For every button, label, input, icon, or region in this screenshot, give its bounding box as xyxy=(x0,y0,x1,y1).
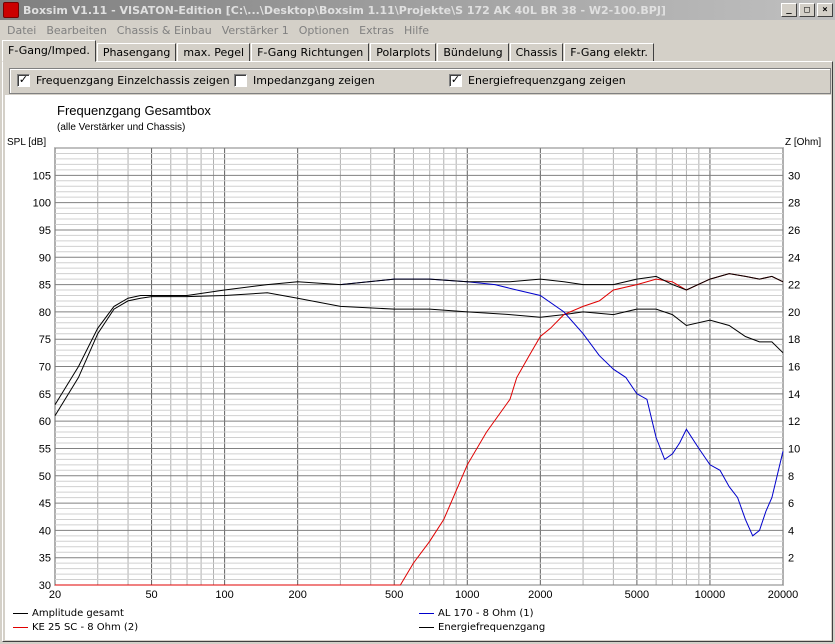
x-tick-label: 100 xyxy=(215,589,233,601)
menu-optionen[interactable]: Optionen xyxy=(298,23,350,37)
x-tick-label: 2000 xyxy=(528,589,552,601)
series-line-amplitude-gesamt xyxy=(54,273,784,405)
legend-swatch xyxy=(13,613,28,614)
window-title: Boxsim V1.11 - VISATON-Edition [C:\...\D… xyxy=(23,3,666,17)
tab-buendelung[interactable]: Bündelung xyxy=(437,43,509,62)
menu-bearbeiten[interactable]: Bearbeiten xyxy=(46,23,107,37)
minimize-button[interactable]: _ xyxy=(781,3,797,17)
y2-tick-label: 16 xyxy=(788,362,800,374)
y2-tick-label: 20 xyxy=(788,307,800,319)
option-energiefrequenzgang[interactable]: ✓ Energiefrequenzgang zeigen xyxy=(449,74,626,87)
y-tick-label: 100 xyxy=(33,198,51,210)
chart-title: Frequenzgang Gesamtbox xyxy=(57,103,211,118)
title-bar: Boxsim V1.11 - VISATON-Edition [C:\...\D… xyxy=(0,0,835,20)
chart-subtitle: (alle Verstärker und Chassis) xyxy=(57,122,185,133)
x-tick-label: 50 xyxy=(145,589,157,601)
chart-svg: Frequenzgang Gesamtbox (alle Verstärker … xyxy=(7,103,821,601)
legend-swatch xyxy=(419,627,434,628)
legend-amplitude-gesamt: Amplitude gesamt xyxy=(13,608,124,619)
menu-verstaerker[interactable]: Verstärker 1 xyxy=(221,23,289,37)
tab-f-gang-elektr[interactable]: F-Gang elektr. xyxy=(564,43,654,62)
y-tick-label: 40 xyxy=(39,525,51,537)
y2-tick-label: 10 xyxy=(788,443,800,455)
legend-swatch xyxy=(419,613,434,614)
y-tick-label: 80 xyxy=(39,307,51,319)
y2-tick-label: 2 xyxy=(788,553,794,565)
einzelchassis-checkbox[interactable]: ✓ xyxy=(17,73,30,87)
tab-chassis[interactable]: Chassis xyxy=(509,43,564,62)
y-tick-label: 70 xyxy=(39,362,51,374)
tab-panel: ✓ Frequenzgang Einzelchassis zeigen Impe… xyxy=(2,61,833,642)
y2-tick-label: 30 xyxy=(788,170,800,182)
y2-tick-label: 6 xyxy=(788,498,794,510)
x-tick-label: 500 xyxy=(385,589,403,601)
y-tick-label: 60 xyxy=(39,416,51,428)
menu-hilfe[interactable]: Hilfe xyxy=(403,23,429,37)
maximize-button[interactable]: □ xyxy=(799,3,815,17)
y2-tick-label: 8 xyxy=(788,471,794,483)
frequency-response-chart: Frequenzgang Gesamtbox (alle Verstärker … xyxy=(5,95,831,640)
y2-tick-label: 22 xyxy=(788,280,800,292)
impedanz-checkbox[interactable] xyxy=(234,74,247,87)
y2-tick-label: 4 xyxy=(788,525,794,537)
y-tick-label: 95 xyxy=(39,225,51,237)
tab-polarplots[interactable]: Polarplots xyxy=(370,43,437,62)
y-tick-label: 65 xyxy=(39,389,51,401)
y-tick-label: 85 xyxy=(39,280,51,292)
y2-tick-label: 24 xyxy=(788,252,800,264)
legend-swatch xyxy=(13,627,28,628)
options-group: ✓ Frequenzgang Einzelchassis zeigen Impe… xyxy=(9,68,831,94)
y-tick-label: 55 xyxy=(39,443,51,455)
menu-chassis-einbau[interactable]: Chassis & Einbau xyxy=(116,23,212,37)
app-icon[interactable] xyxy=(3,2,19,18)
series-line-energiefrequenzgang xyxy=(54,292,784,416)
x-tick-label: 5000 xyxy=(625,589,649,601)
tab-f-gang-imped[interactable]: F-Gang/Imped. xyxy=(2,40,96,62)
impedanz-label: Impedanzgang zeigen xyxy=(253,74,375,87)
y-tick-label: 45 xyxy=(39,498,51,510)
y-tick-label: 50 xyxy=(39,471,51,483)
option-impedanz[interactable]: Impedanzgang zeigen xyxy=(234,74,375,87)
menu-datei[interactable]: Datei xyxy=(7,23,37,37)
x-tick-label: 10000 xyxy=(695,589,726,601)
legend-label: Amplitude gesamt xyxy=(32,608,124,619)
energiefrequenzgang-checkbox[interactable]: ✓ xyxy=(449,73,462,87)
x-tick-label: 20000 xyxy=(768,589,799,601)
y2-tick-label: 12 xyxy=(788,416,800,428)
y2-tick-label: 18 xyxy=(788,334,800,346)
series-line-al-170-8-ohm-1 xyxy=(340,278,784,537)
y-tick-label: 35 xyxy=(39,553,51,565)
y-tick-label: 30 xyxy=(39,580,51,592)
y-tick-label: 75 xyxy=(39,334,51,346)
y2-axis-label: Z [Ohm] xyxy=(785,137,821,148)
y-tick-label: 90 xyxy=(39,252,51,264)
x-tick-label: 20 xyxy=(49,589,61,601)
y-axis-label: SPL [dB] xyxy=(7,137,46,148)
tab-strip: F-Gang/Imped. Phasengang max. Pegel F-Ga… xyxy=(2,40,655,62)
legend-label: KE 25 SC - 8 Ohm (2) xyxy=(32,622,139,633)
energiefrequenzgang-label: Energiefrequenzgang zeigen xyxy=(468,74,626,87)
legend-energiefrequenzgang: Energiefrequenzgang xyxy=(419,622,545,633)
legend-ke25sc: KE 25 SC - 8 Ohm (2) xyxy=(13,622,138,633)
x-tick-label: 1000 xyxy=(455,589,479,601)
tab-phasengang[interactable]: Phasengang xyxy=(96,43,177,62)
option-einzelchassis[interactable]: ✓ Frequenzgang Einzelchassis zeigen xyxy=(17,74,230,87)
menu-bar: Datei Bearbeiten Chassis & Einbau Verstä… xyxy=(0,20,835,40)
legend-label: AL 170 - 8 Ohm (1) xyxy=(438,608,534,619)
y-tick-label: 105 xyxy=(33,170,51,182)
legend-label: Energiefrequenzgang xyxy=(438,622,546,633)
menu-extras[interactable]: Extras xyxy=(359,23,394,37)
y2-tick-label: 28 xyxy=(788,198,800,210)
einzelchassis-label: Frequenzgang Einzelchassis zeigen xyxy=(36,74,230,87)
tab-max-pegel[interactable]: max. Pegel xyxy=(177,43,251,62)
x-tick-label: 200 xyxy=(288,589,306,601)
tab-f-gang-richtungen[interactable]: F-Gang Richtungen xyxy=(251,43,370,62)
legend-al170: AL 170 - 8 Ohm (1) xyxy=(419,608,533,619)
y2-tick-label: 14 xyxy=(788,389,800,401)
close-button[interactable]: × xyxy=(817,3,833,17)
y2-tick-label: 26 xyxy=(788,225,800,237)
